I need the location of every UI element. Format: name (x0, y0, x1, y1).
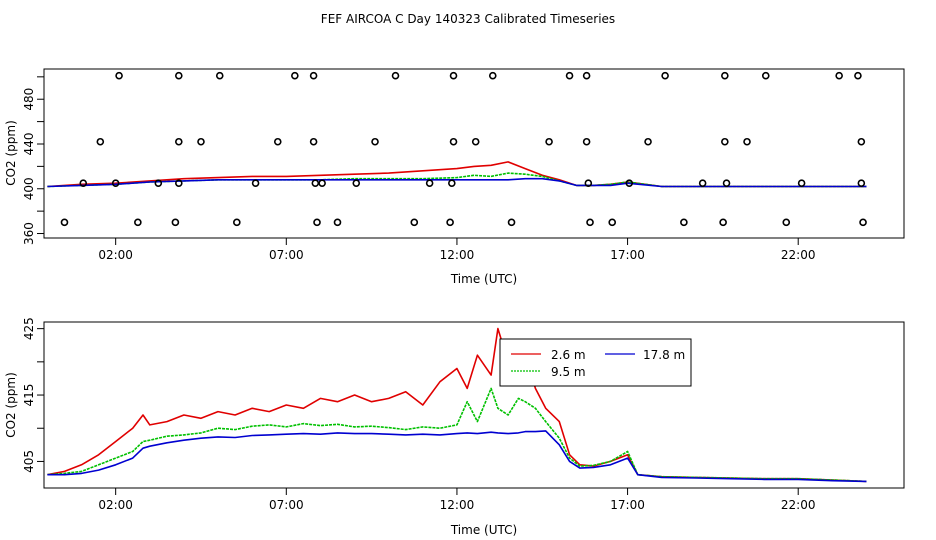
marker-point (291, 71, 299, 80)
legend-box (499, 338, 692, 387)
marker-point (797, 179, 806, 187)
marker-point (134, 218, 142, 227)
marker-point (115, 71, 123, 80)
marker-point (273, 137, 282, 146)
x-tick-label: 12:00 (440, 248, 475, 262)
marker-point (111, 179, 120, 187)
marker-point (318, 179, 326, 187)
bottom-y-axis-label: CO2 (ppm) (4, 372, 18, 438)
marker-point (721, 71, 729, 80)
marker-point (565, 71, 574, 80)
legend-label-17-8m: 17.8 m (643, 348, 685, 362)
marker-point (154, 179, 163, 187)
marker-point (721, 137, 729, 146)
marker-point (448, 179, 456, 187)
marker-point (175, 71, 183, 80)
y-tick-label: 440 (22, 133, 36, 156)
marker-point (507, 218, 516, 227)
marker-point (233, 218, 241, 227)
marker-point (582, 137, 591, 146)
marker-point (857, 137, 866, 146)
y-tick-label: 425 (22, 317, 36, 340)
marker-point (311, 179, 320, 187)
series-line-9-5-m (47, 387, 867, 483)
figure-title: FEF AIRCOA C Day 140323 Calibrated Times… (321, 12, 615, 26)
legend-label-9-5m: 9.5 m (551, 365, 586, 379)
marker-point (586, 218, 594, 227)
marker-point (582, 71, 591, 80)
x-tick-label: 17:00 (610, 248, 645, 262)
marker-point (449, 137, 458, 146)
marker-point (859, 218, 867, 227)
x-tick-label: 22:00 (781, 248, 816, 262)
y-tick-label: 405 (22, 450, 36, 473)
top-panel: 02:00 07:00 12:00 17:00 22:00 360 400 440 480 Ti… (4, 68, 905, 286)
marker-point (835, 71, 843, 80)
marker-point (545, 137, 553, 146)
top-x-axis-label: Time (UTC) (450, 272, 517, 286)
marker-point (175, 137, 183, 146)
x-tick-label: 17:00 (610, 498, 645, 512)
marker-point (680, 218, 688, 227)
series-line-17-8-m (47, 430, 867, 483)
x-tick-label: 22:00 (781, 498, 816, 512)
series-line-17-8-m (47, 177, 867, 188)
marker-point (251, 179, 260, 187)
marker-point (371, 137, 379, 146)
y-tick-label: 480 (22, 88, 36, 111)
marker-point (488, 71, 497, 80)
marker-point (309, 137, 318, 146)
marker-point (722, 179, 731, 187)
marker-point (60, 218, 69, 227)
y-tick-label: 360 (22, 222, 36, 245)
x-tick-label: 02:00 (98, 498, 133, 512)
y-tick-label: 415 (22, 384, 36, 407)
marker-point (608, 218, 617, 227)
legend: 2.6 m 9.5 m 17.8 m (499, 338, 692, 387)
marker-point (782, 218, 791, 227)
marker-point (197, 137, 205, 146)
marker-point (854, 71, 862, 80)
marker-point (761, 71, 770, 80)
series-line-2-6-m (47, 327, 867, 483)
y-tick-label: 400 (22, 177, 36, 200)
marker-point (449, 71, 458, 80)
marker-point (352, 179, 361, 187)
marker-point (661, 71, 669, 80)
legend-label-2-6m: 2.6 m (551, 348, 586, 362)
marker-point (698, 179, 707, 187)
marker-point (171, 218, 180, 227)
marker-point (96, 137, 105, 146)
top-plot-frame (43, 68, 905, 239)
marker-point (857, 179, 866, 187)
marker-point (309, 71, 318, 80)
marker-point (644, 137, 652, 146)
x-tick-label: 07:00 (269, 498, 304, 512)
marker-point (175, 179, 183, 187)
bottom-plot-frame (43, 321, 905, 489)
marker-point (391, 71, 400, 80)
marker-point (215, 71, 224, 80)
marker-point (743, 137, 751, 146)
x-tick-label: 02:00 (98, 248, 133, 262)
x-tick-label: 07:00 (269, 248, 304, 262)
bottom-panel: 02:00 07:00 12:00 17:00 22:00 405 415 425 Time … (4, 317, 905, 537)
bottom-x-axis-label: Time (UTC) (450, 523, 517, 537)
marker-point (446, 218, 454, 227)
marker-point (471, 137, 480, 146)
marker-point (410, 218, 419, 227)
top-y-axis-label: CO2 (ppm) (4, 120, 18, 186)
marker-point (719, 218, 727, 227)
marker-point (79, 179, 88, 187)
marker-point (625, 179, 634, 187)
x-tick-label: 12:00 (440, 498, 475, 512)
marker-point (313, 218, 321, 227)
marker-point (333, 218, 342, 227)
marker-point (425, 179, 434, 187)
marker-point (584, 179, 593, 187)
series-line-2-6-m (47, 161, 867, 188)
